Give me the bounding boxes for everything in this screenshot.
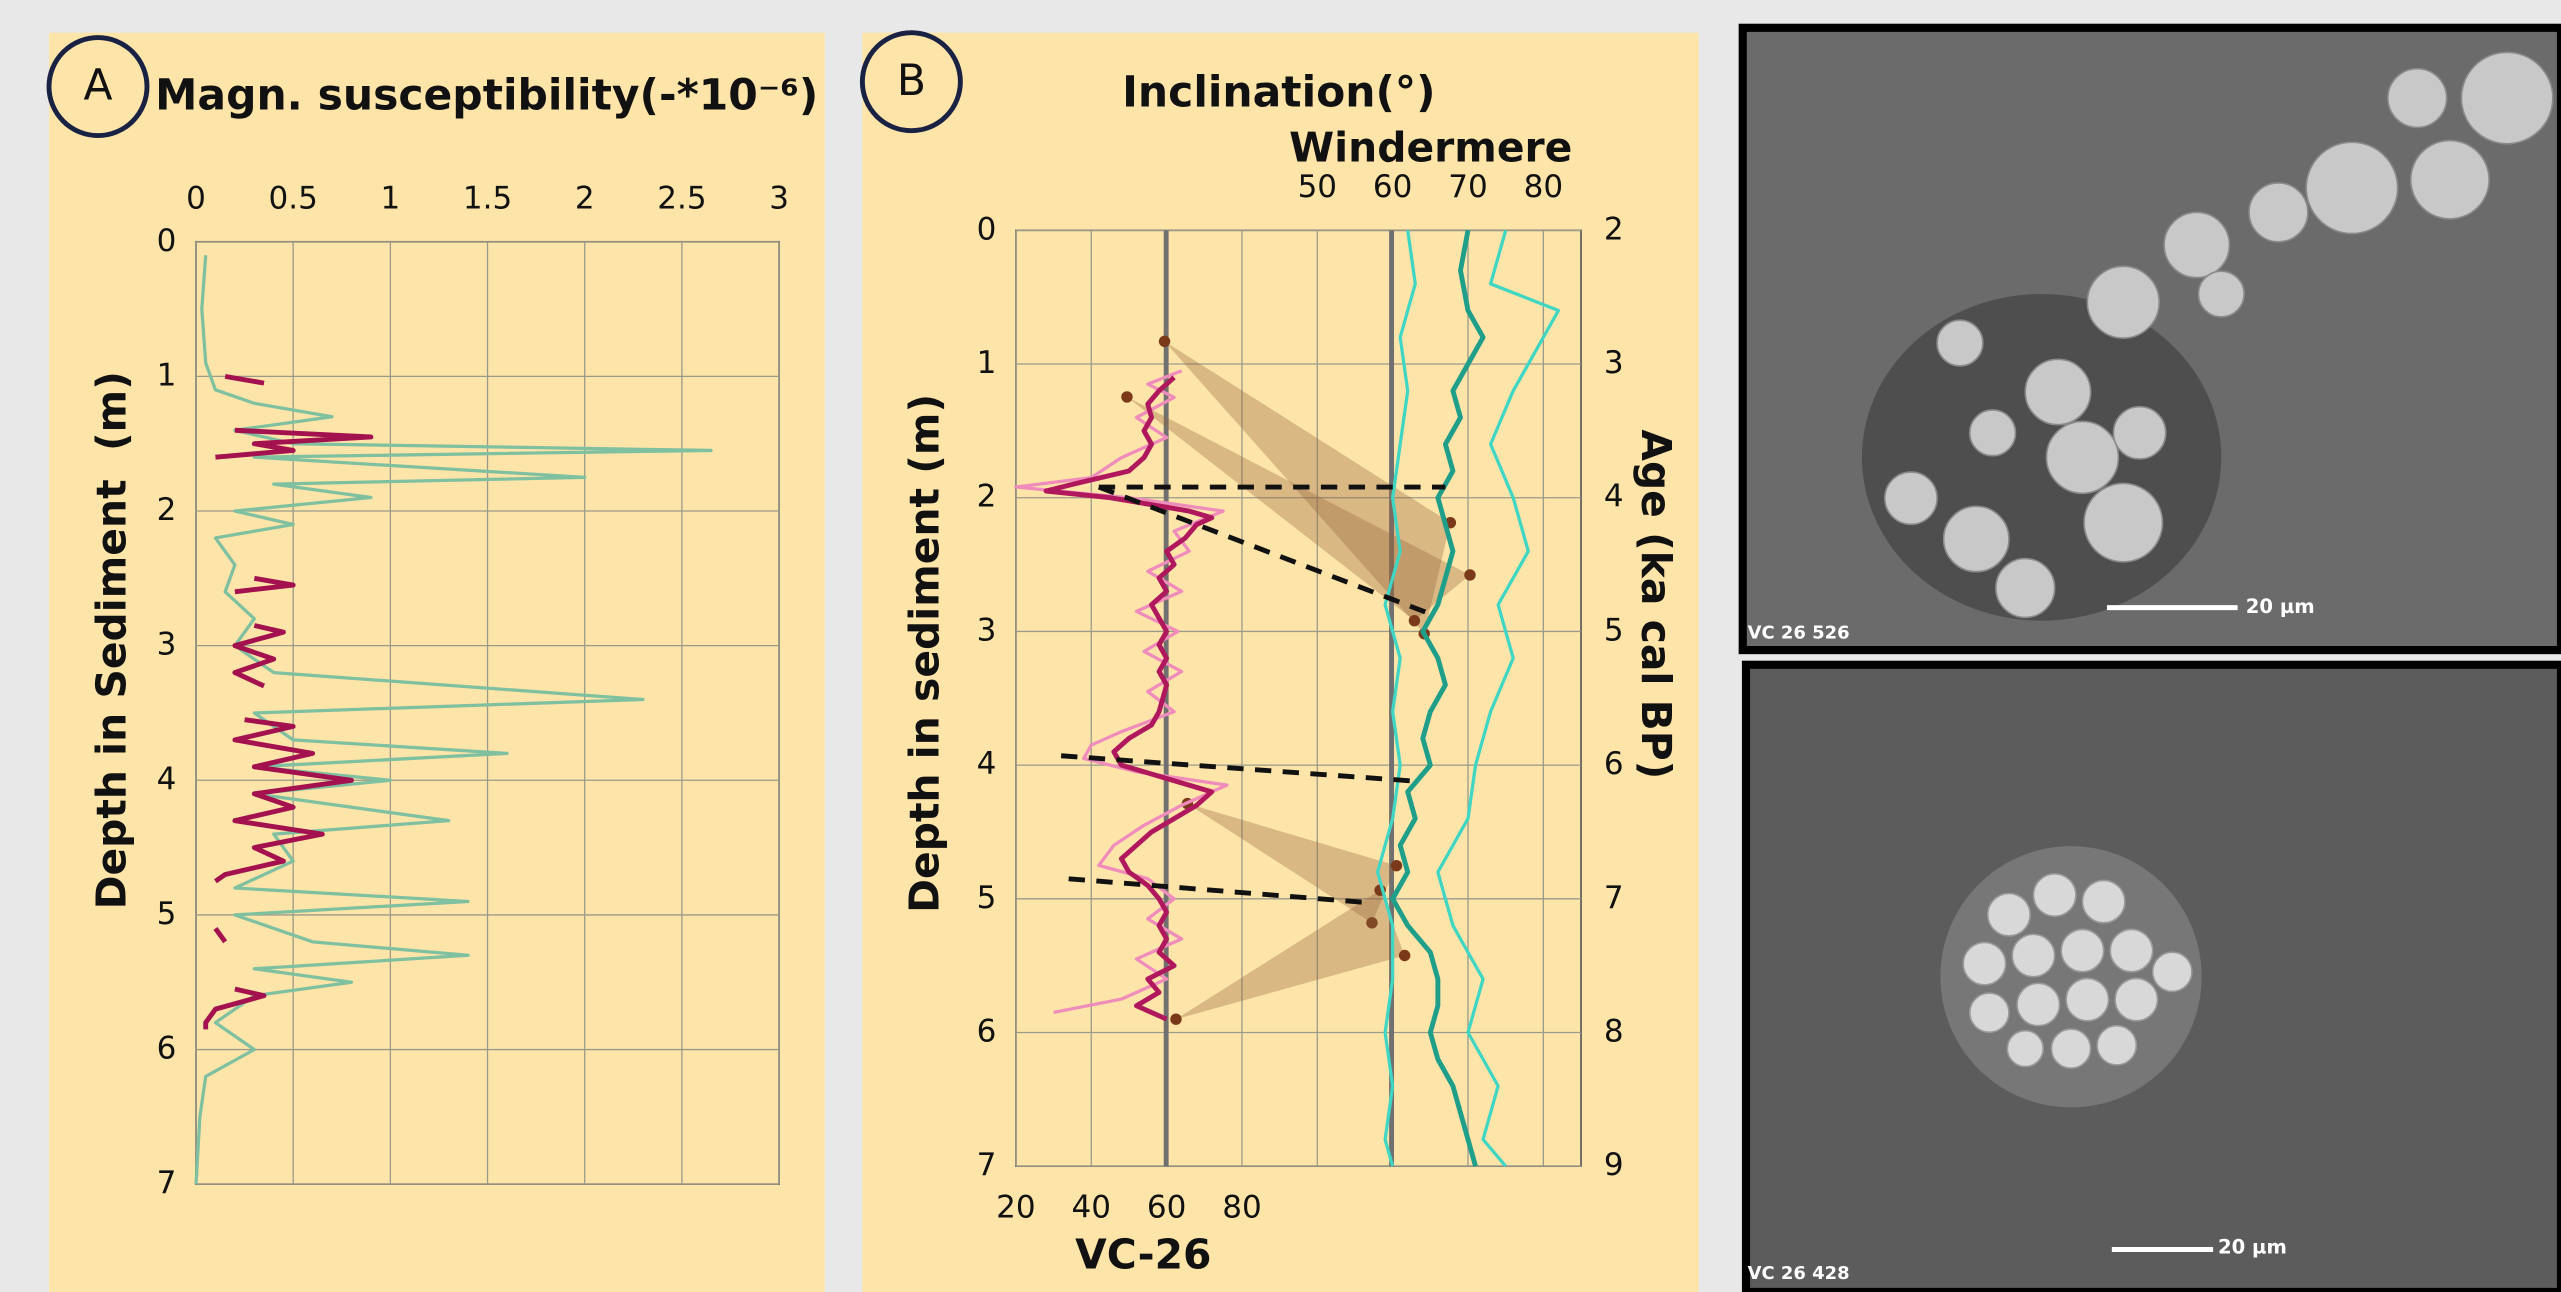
y-tick-label: 6: [157, 1031, 177, 1067]
x-tick-label: 0.5: [269, 180, 318, 216]
y-tick-label: 0: [977, 211, 997, 247]
x-tick-label: 0: [186, 180, 206, 216]
y-tick-label: 5: [977, 880, 997, 916]
image-label: VC 26 428: [1748, 1263, 1850, 1284]
y2-axis-label: Age (ka cal BP): [1632, 429, 1680, 779]
y-tick-label: 7: [977, 1147, 997, 1183]
tie-point: [1159, 336, 1170, 347]
panel-letter: A: [83, 62, 112, 111]
y2-tick-label: 9: [1604, 1147, 1624, 1183]
x-tick-label: 50: [1298, 169, 1337, 205]
x-tick-label: 1: [380, 180, 400, 216]
x-tick-label: 3: [769, 180, 789, 216]
chart-title: Magn. susceptibility(-*10⁻⁶): [155, 72, 818, 121]
x-tick-label: 80: [1524, 169, 1563, 205]
tie-point: [1170, 1013, 1181, 1024]
y-axis-label: Depth in Sediment (m): [87, 371, 135, 909]
y-tick-label: 0: [157, 223, 177, 259]
image-label: VC 26 526: [1748, 623, 1850, 644]
x-tick-label: 1.5: [463, 180, 512, 216]
y-tick-label: 2: [157, 492, 177, 528]
y2-tick-label: 4: [1604, 479, 1624, 515]
y-tick-label: 7: [157, 1165, 177, 1201]
y-tick-label: 5: [157, 896, 177, 932]
page: A B Magn. susceptibility(-*10⁻⁶) Inclina…: [0, 0, 2561, 1292]
figure: A B Magn. susceptibility(-*10⁻⁶) Inclina…: [0, 0, 2561, 1292]
y2-tick-label: 3: [1604, 345, 1624, 381]
y-tick-label: 4: [977, 746, 997, 782]
x-tick-label: 70: [1448, 169, 1487, 205]
y2-tick-label: 2: [1604, 211, 1624, 247]
x-tick-label: 20: [996, 1190, 1035, 1226]
y2-tick-label: 6: [1604, 746, 1624, 782]
y-tick-label: 3: [977, 612, 997, 648]
y2-tick-label: 8: [1604, 1014, 1624, 1050]
scale-label: 20 µm: [2218, 1235, 2287, 1258]
tie-point: [1464, 569, 1475, 580]
y-tick-label: 4: [157, 761, 177, 797]
y-tick-label: 2: [977, 479, 997, 515]
x-tick-label: 60: [1373, 169, 1412, 205]
y-tick-label: 6: [977, 1014, 997, 1050]
x-tick-label: 40: [1072, 1190, 1111, 1226]
y2-tick-label: 7: [1604, 880, 1624, 916]
x-tick-label: 80: [1222, 1190, 1261, 1226]
y-tick-label: 1: [977, 345, 997, 381]
x-tick-label: 2: [575, 180, 595, 216]
y2-tick-label: 5: [1604, 612, 1624, 648]
x-axis-label: VC-26: [1075, 1231, 1211, 1279]
tie-point: [1391, 860, 1402, 871]
y-axis-label: Depth in sediment (m): [901, 394, 949, 913]
x2-axis-label: Windermere: [1289, 123, 1572, 171]
tie-point: [1399, 950, 1410, 961]
y-tick-label: 1: [157, 357, 177, 393]
y-tick-label: 3: [157, 627, 177, 663]
chart-title: Inclination(°): [1122, 68, 1435, 117]
x-tick-label: 60: [1147, 1190, 1186, 1226]
scale-label: 20 µm: [2246, 595, 2315, 618]
tie-point: [1409, 615, 1420, 626]
panel-letter: B: [897, 57, 926, 106]
tie-point: [1121, 391, 1132, 402]
x-tick-label: 2.5: [657, 180, 706, 216]
